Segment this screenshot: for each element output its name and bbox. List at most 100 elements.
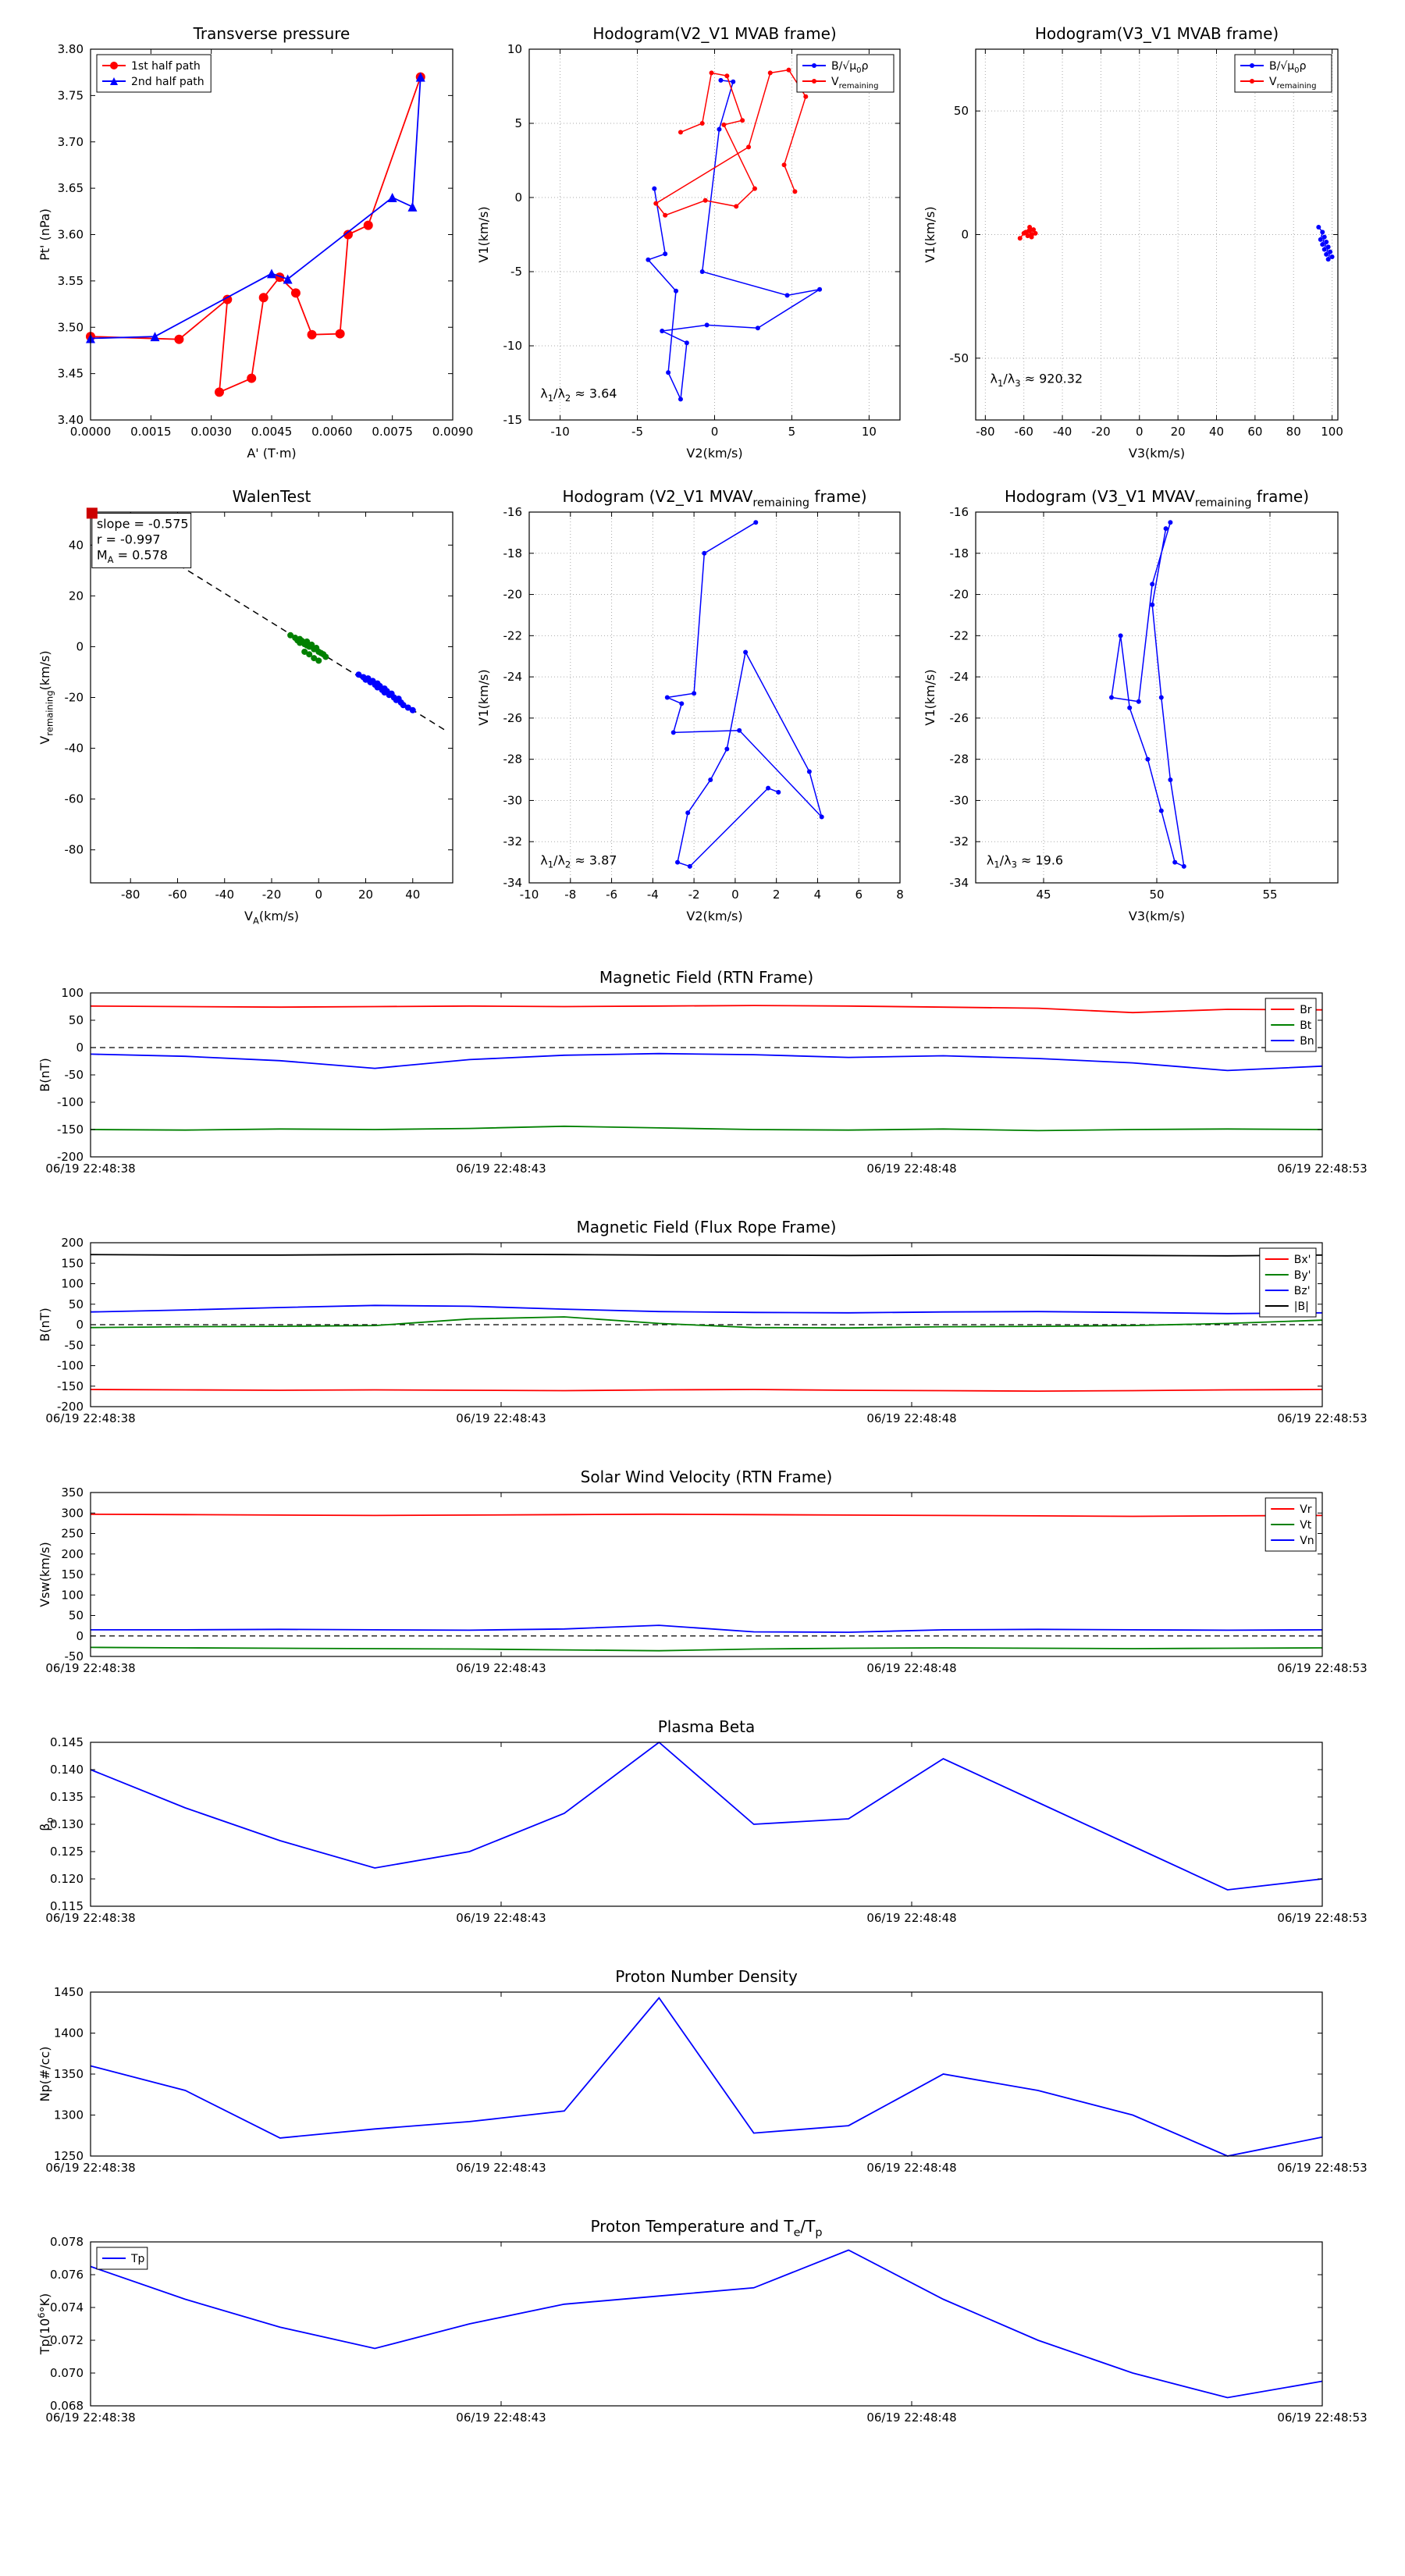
hodogram-v2v1-mvab-frame <box>528 48 901 421</box>
hodogram-v3v1-mvav-xlabel: V3(km/s) <box>1129 909 1185 923</box>
proton-temperature-ytick: 0.076 <box>50 2268 84 2282</box>
transverse-pressure-xtick: 0.0075 <box>372 425 413 439</box>
hodogram-v2v1-mvav-ytick: -16 <box>503 505 523 519</box>
magnetic-field-rtn-ylabel: B(nT) <box>37 1058 52 1091</box>
solar-wind-velocity-series-Vr <box>90 1513 1323 1517</box>
solar-wind-velocity-ylabel: Vsw(km/s) <box>37 1542 52 1606</box>
solar-wind-velocity-ytick: 0 <box>76 1629 84 1643</box>
plasma-beta-xtick: 06/19 22:48:38 <box>45 1911 135 1925</box>
magnetic-field-rtn-ytick: -100 <box>57 1095 84 1109</box>
hodogram-v2v1-mvab-xtick: 0 <box>711 425 719 439</box>
walen-test-ytick: 0 <box>76 639 84 653</box>
svg-text:r = -0.997: r = -0.997 <box>97 532 161 546</box>
hodogram-v3v1-mvab-title: Hodogram(V3_V1 MVAB frame) <box>1035 24 1279 43</box>
transverse-pressure-series-first-half-path <box>90 76 422 393</box>
panel-magnetic-field-rtn: 06/19 22:48:38 06/19 22:48:43 06/19 22:48:… <box>32 960 1368 1194</box>
walen-test-xtick: 40 <box>405 888 420 902</box>
hodogram-v3v1-mvav-ytick: -16 <box>950 505 969 519</box>
transverse-pressure-frame <box>90 48 454 421</box>
hodogram-v3v1-mvav-ytick: -26 <box>950 711 969 725</box>
transverse-pressure-xtick: 0.0015 <box>130 425 172 439</box>
hodogram-v2v1-mvab-ylabel: V1(km/s) <box>476 206 491 262</box>
transverse-pressure-xlabel: A' (T·m) <box>247 446 296 461</box>
proton-density-svg: 06/19 22:48:38 06/19 22:48:43 06/19 22:48:… <box>37 1967 1368 2175</box>
proton-density-ytick: 1400 <box>54 2026 84 2041</box>
svg-text:1st half path: 1st half path <box>131 60 201 73</box>
hodogram-v3v1-mvab-xtick: 100 <box>1321 425 1343 439</box>
svg-text:slope = -0.575: slope = -0.575 <box>97 516 189 531</box>
hodogram-v3v1-mvav-annotation: λ1/λ3 ≈ 19.6 <box>987 852 1063 870</box>
hodogram-v2v1-mvab-series-v-remaining <box>655 69 807 216</box>
magnetic-field-flux-rope-ytick: 100 <box>61 1277 84 1291</box>
hodogram-v2v1-mvav-ytick: -34 <box>503 876 523 890</box>
magnetic-field-flux-rope-svg: 06/19 22:48:38 06/19 22:48:43 06/19 22:48:… <box>37 1218 1368 1425</box>
svg-text:Bt: Bt <box>1300 1019 1312 1032</box>
hodogram-v2v1-mvab-xtick: 10 <box>862 425 877 439</box>
hodogram-v2v1-mvav-xtick: 2 <box>773 888 781 902</box>
magnetic-field-flux-rope-xtick: 06/19 22:48:53 <box>1277 1411 1367 1425</box>
transverse-pressure-ytick: 3.80 <box>58 42 84 56</box>
proton-temperature-ytick: 0.074 <box>50 2300 84 2314</box>
solar-wind-velocity-ytick: 200 <box>61 1547 84 1561</box>
walen-test-svg: -80 -60 -40 -20 0 20 40 -80 -60 -40 -20 0 20 40 WalenT… <box>37 487 454 926</box>
hodogram-v2v1-mvab-ytick: 10 <box>507 42 522 56</box>
transverse-pressure-xtick: 0.0000 <box>70 425 112 439</box>
solar-wind-velocity-frame <box>90 1492 1323 1657</box>
magnetic-field-rtn-xtick: 06/19 22:48:53 <box>1277 1162 1367 1176</box>
solar-wind-velocity-ytick: 350 <box>61 1485 84 1500</box>
transverse-pressure-ylabel: Pt' (nPa) <box>37 208 52 261</box>
hodogram-v2v1-mvab-ytick: -5 <box>510 265 522 279</box>
hodogram-v2v1-mvav-xtick: -2 <box>688 888 700 902</box>
panel-hodogram-v3v1-mvab: -80 -60 -40 -20 0 20 40 60 80 100 -50 0 50 Hodogram(V… <box>917 14 1347 468</box>
hodogram-v3v1-mvav-ytick: -22 <box>950 628 969 642</box>
transverse-pressure-xtick: 0.0060 <box>311 425 353 439</box>
plasma-beta-xtick: 06/19 22:48:48 <box>866 1911 956 1925</box>
magnetic-field-rtn-title: Magnetic Field (RTN Frame) <box>599 968 813 987</box>
plasma-beta-ytick: 0.120 <box>50 1872 84 1886</box>
walen-test-ytick: -80 <box>65 843 84 857</box>
transverse-pressure-ytick: 3.40 <box>58 413 84 427</box>
transverse-pressure-xtick: 0.0030 <box>190 425 232 439</box>
proton-density-series-Np <box>90 1996 1323 2157</box>
hodogram-v2v1-mvav-ytick: -30 <box>503 793 523 807</box>
hodogram-v3v1-mvav-ytick: -20 <box>950 588 969 602</box>
transverse-pressure-xtick: 0.0090 <box>432 425 474 439</box>
hodogram-v2v1-mvav-ytick: -22 <box>503 628 523 642</box>
hodogram-v2v1-mvab-ytick: 5 <box>514 116 522 130</box>
panel-proton-temperature: 06/19 22:48:38 06/19 22:48:43 06/19 22:48:… <box>32 2209 1368 2443</box>
hodogram-v3v1-mvab-annotation: λ1/λ3 ≈ 920.32 <box>991 372 1083 389</box>
hodogram-v3v1-mvab-ytick: 0 <box>961 228 969 242</box>
hodogram-v2v1-mvav-xtick: -6 <box>606 888 617 902</box>
transverse-pressure-ytick: 3.65 <box>58 181 84 195</box>
svg-text:Bx': Bx' <box>1294 1254 1311 1266</box>
proton-temperature-ytick: 0.072 <box>50 2333 84 2347</box>
hodogram-v2v1-mvav-series-v-path <box>665 521 823 867</box>
magnetic-field-rtn-xtick: 06/19 22:48:48 <box>866 1162 956 1176</box>
hodogram-v3v1-mvav-xtick: 50 <box>1149 888 1164 902</box>
panel-transverse-pressure: 0.0000 0.0015 0.0030 0.0045 0.0060 0.0075 0.00… <box>32 14 473 468</box>
magnetic-field-rtn-ytick: -50 <box>65 1068 84 1082</box>
walen-test-ytick: 20 <box>69 589 84 603</box>
hodogram-v3v1-mvav-ytick: -32 <box>950 834 969 849</box>
hodogram-v2v1-mvab-ytick: 0 <box>514 190 522 205</box>
solar-wind-velocity-xtick: 06/19 22:48:43 <box>456 1661 546 1675</box>
hodogram-v3v1-mvav-series-v-path <box>1111 521 1185 868</box>
magnetic-field-rtn-series-Bn <box>90 1052 1323 1072</box>
hodogram-v2v1-mvab-ytick: -15 <box>503 413 523 427</box>
magnetic-field-rtn-ytick: 100 <box>61 986 84 1000</box>
solar-wind-velocity-ytick: 150 <box>61 1567 84 1582</box>
svg-text:|B|: |B| <box>1294 1300 1309 1313</box>
transverse-pressure-ytick: 3.75 <box>58 88 84 102</box>
plasma-beta-ytick: 0.140 <box>50 1763 84 1777</box>
magnetic-field-rtn-legend: Br Bt Bn <box>1264 998 1317 1052</box>
svg-text:MA = 0.578: MA = 0.578 <box>97 547 168 564</box>
plasma-beta-frame <box>90 1742 1323 1907</box>
hodogram-v3v1-mvab-xtick: 60 <box>1247 425 1262 439</box>
magnetic-field-rtn-ytick: 50 <box>69 1013 84 1027</box>
walen-test-xtick: 0 <box>315 888 322 902</box>
hodogram-v2v1-mvav-ytick: -18 <box>503 546 523 560</box>
hodogram-v3v1-mvab-xtick: -20 <box>1091 425 1111 439</box>
magnetic-field-rtn-ytick: -200 <box>57 1150 84 1164</box>
